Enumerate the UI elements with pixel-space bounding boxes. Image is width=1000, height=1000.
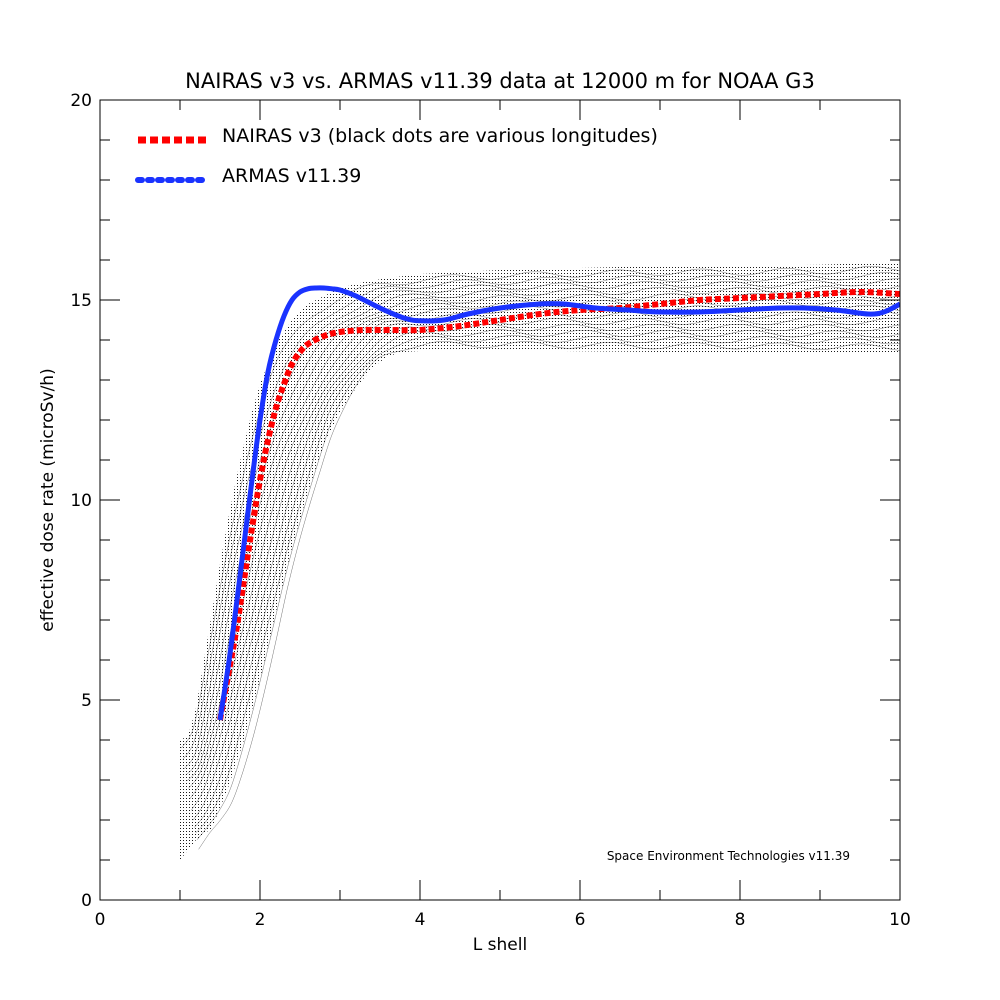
legend-armas-label: ARMAS v11.39	[222, 165, 361, 187]
x-tick-label: 10	[889, 910, 911, 930]
series-layer	[217, 285, 900, 721]
x-axis-label: L shell	[473, 935, 527, 955]
y-tick-label: 10	[70, 491, 92, 511]
longitude-scatter-band	[180, 262, 900, 860]
legend-armas: ARMAS v11.39	[135, 165, 361, 187]
scatter-band-contour	[194, 323, 900, 828]
x-tick-label: 0	[95, 910, 106, 930]
scatter-band-contour	[192, 317, 900, 821]
y-tick-labels: 0 5 10 15 20	[70, 91, 92, 911]
x-tick-label: 4	[415, 910, 426, 930]
chart-title: NAIRAS v3 vs. ARMAS v11.39 data at 12000…	[185, 69, 815, 93]
x-tick-label: 6	[575, 910, 586, 930]
y-tick-label: 20	[70, 91, 92, 111]
legend-nairas: NAIRAS v3 (black dots are various longit…	[138, 125, 658, 147]
scatter-band-contour	[198, 341, 900, 850]
x-tick-label: 8	[735, 910, 746, 930]
y-tick-label: 15	[70, 291, 92, 311]
x-tick-labels: 0 2 4 6 8 10	[95, 910, 911, 930]
scatter-band-contour	[181, 266, 900, 749]
legend: NAIRAS v3 (black dots are various longit…	[135, 125, 658, 187]
axis-ticks	[99, 99, 901, 901]
legend-nairas-label: NAIRAS v3 (black dots are various longit…	[222, 125, 658, 147]
scatter-band-contour	[195, 329, 900, 834]
credit-text: Space Environment Technologies v11.39	[607, 849, 850, 863]
scatter-band-area	[180, 262, 900, 860]
scatter-band-contour	[196, 335, 900, 840]
x-tick-label: 2	[255, 910, 266, 930]
series-nairas-line	[217, 289, 900, 721]
scatter-band-contour	[182, 272, 900, 760]
y-tick-label: 0	[81, 891, 92, 911]
y-axis-label: effective dose rate (microSv/h)	[38, 368, 58, 631]
y-tick-label: 5	[81, 691, 92, 711]
series-armas-line	[217, 285, 900, 721]
